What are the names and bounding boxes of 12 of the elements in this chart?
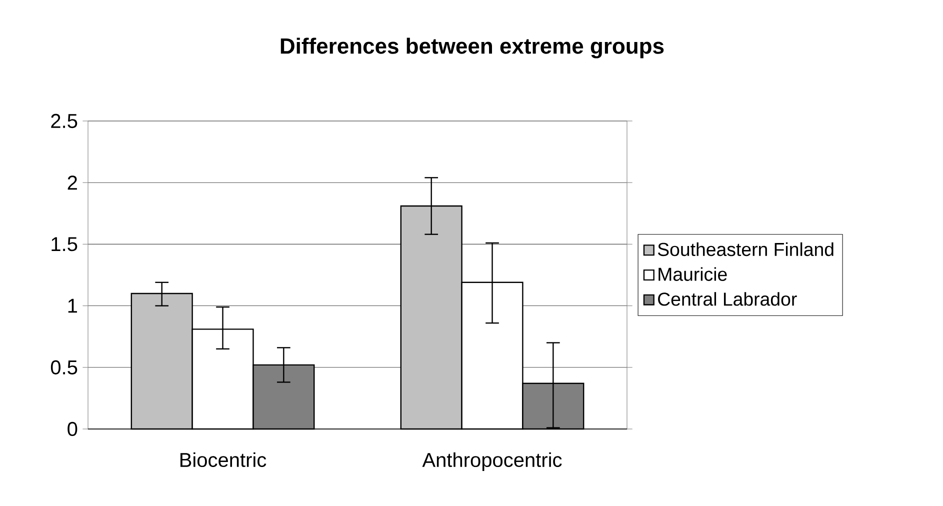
- y-tick-label: 0: [68, 422, 78, 436]
- legend-label: Southeastern Finland: [658, 242, 834, 256]
- x-tick-label: Anthropocentric: [422, 452, 562, 471]
- y-tick-label: 1: [68, 298, 77, 313]
- y-tick-label: 1.5: [52, 237, 78, 252]
- y-tick-label: 0.5: [50, 360, 78, 374]
- chart-title: Differences between extreme groups: [280, 38, 664, 58]
- legend-label: Mauricie: [658, 267, 727, 281]
- y-tick-label: 2.5: [51, 114, 78, 128]
- x-tick-label: Biocentric: [180, 452, 266, 468]
- legend-label: Central Labrador: [658, 292, 797, 306]
- y-tick-label: 2: [68, 176, 77, 190]
